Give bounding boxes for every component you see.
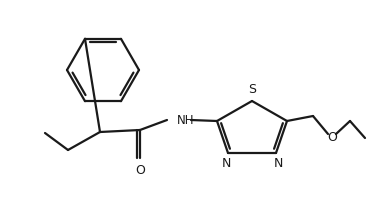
- Text: N: N: [273, 157, 283, 170]
- Text: O: O: [135, 164, 145, 177]
- Text: S: S: [248, 83, 256, 96]
- Text: N: N: [221, 157, 231, 170]
- Text: NH: NH: [177, 114, 195, 126]
- Text: O: O: [327, 131, 337, 143]
